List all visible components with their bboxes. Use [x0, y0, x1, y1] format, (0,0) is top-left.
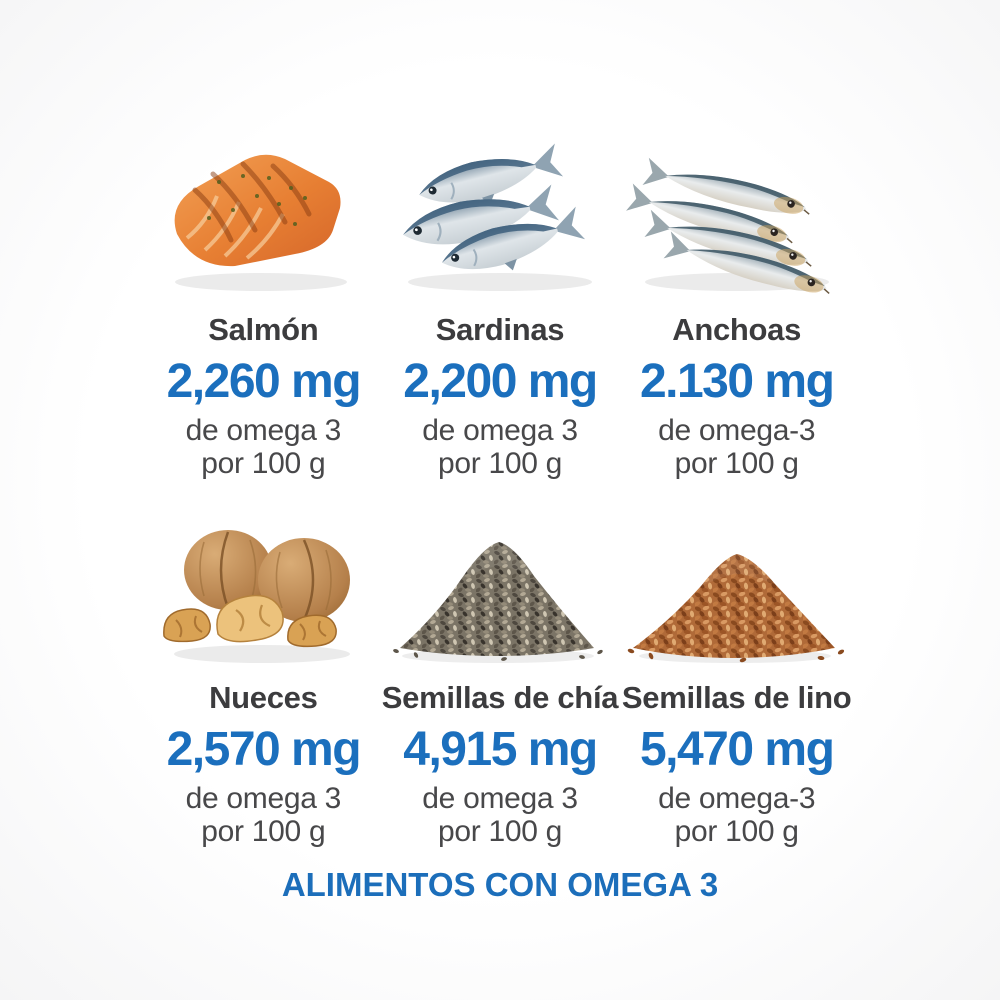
caption-line-2: por 100 g	[674, 815, 799, 848]
sardines-image	[382, 128, 619, 300]
food-name: Anchoas	[672, 312, 802, 347]
caption-line-1: de omega-3	[658, 782, 816, 815]
card-chia: Semillas de chía 4,915 mg de omega 3 por…	[382, 496, 619, 848]
caption-line-1: de omega 3	[185, 782, 342, 815]
food-grid: Salmón 2,260 mg de omega 3 por 100 g Sar…	[145, 128, 855, 848]
card-nueces: Nueces 2,570 mg de omega 3 por 100 g	[145, 496, 382, 848]
omega3-amount: 4,915 mg	[403, 723, 598, 776]
food-name: Nueces	[209, 680, 318, 715]
caption-line-1: de omega 3	[422, 782, 578, 815]
chia-seeds-image	[382, 496, 619, 668]
omega3-amount: 2,260 mg	[166, 355, 362, 408]
omega3-amount: 5,470 mg	[639, 723, 835, 776]
omega3-amount: 2.130 mg	[639, 355, 835, 408]
omega3-amount: 2,200 mg	[403, 355, 598, 408]
card-anchoas: Anchoas 2.130 mg de omega-3 por 100 g	[618, 128, 855, 480]
caption-line-2: por 100 g	[201, 815, 326, 848]
caption-line-1: de omega 3	[422, 414, 578, 447]
caption-line-2: por 100 g	[437, 815, 563, 848]
food-name: Salmón	[208, 312, 319, 347]
walnuts-image	[145, 496, 382, 668]
caption-line-2: por 100 g	[674, 447, 799, 480]
card-sardinas: Sardinas 2,200 mg de omega 3 por 100 g	[382, 128, 619, 480]
food-name: Semillas de chía	[381, 680, 619, 715]
food-name: Sardinas	[435, 312, 565, 347]
caption-line-1: de omega-3	[658, 414, 816, 447]
salmon-fillet-image	[145, 128, 382, 300]
food-name: Semillas de lino	[621, 680, 852, 715]
caption-line-1: de omega 3	[185, 414, 342, 447]
infographic-title: ALIMENTOS CON OMEGA 3	[281, 866, 719, 903]
card-salmon: Salmón 2,260 mg de omega 3 por 100 g	[145, 128, 382, 480]
card-lino: Semillas de lino 5,470 mg de omega-3 por…	[618, 496, 855, 848]
caption-line-2: por 100 g	[201, 447, 326, 480]
omega3-amount: 2,570 mg	[166, 723, 362, 776]
flax-seeds-image	[618, 496, 855, 668]
caption-line-2: por 100 g	[437, 447, 563, 480]
anchovies-image	[618, 128, 855, 300]
